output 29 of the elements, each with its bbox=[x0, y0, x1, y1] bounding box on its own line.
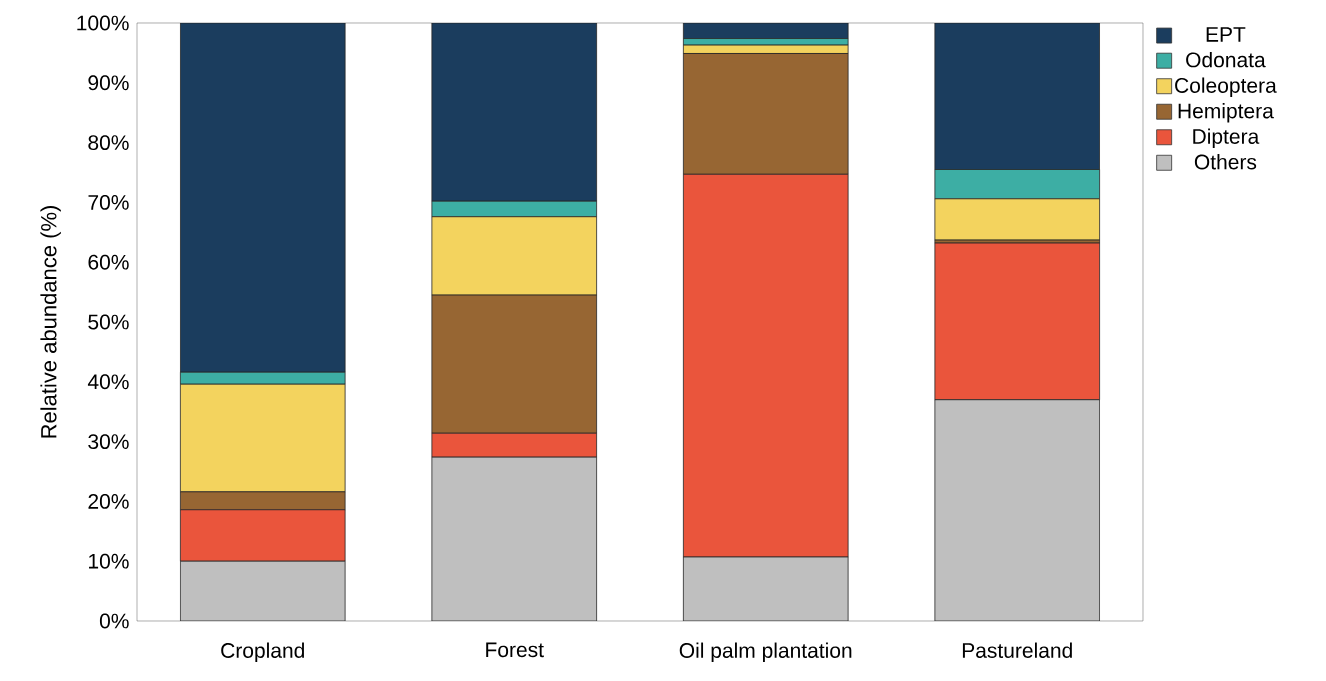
bar bbox=[934, 23, 1101, 170]
y-tick-label: 100% bbox=[77, 15, 129, 31]
x-tick-label: Cropland bbox=[221, 642, 304, 663]
y-tick-label: 40% bbox=[87, 374, 129, 390]
legend-label: Coleoptera bbox=[1175, 77, 1277, 98]
y-tick-label: 50% bbox=[88, 314, 129, 330]
y-tick-label: 20% bbox=[88, 493, 129, 509]
legend-label: EPT bbox=[1206, 27, 1246, 42]
legend-label: Odonata bbox=[1186, 51, 1266, 68]
y-tick-label: 60% bbox=[88, 254, 129, 270]
legend-label: Others bbox=[1194, 154, 1257, 170]
y-tick-label: 90% bbox=[88, 75, 129, 91]
x-tick-label: Forest bbox=[486, 642, 544, 658]
y-tick-label: 70% bbox=[88, 194, 129, 210]
y-tick-label: 10% bbox=[89, 553, 129, 569]
bar bbox=[431, 456, 598, 621]
legend-label: Diptera bbox=[1193, 128, 1260, 149]
bar bbox=[179, 560, 346, 621]
legend-label: Hemiptera bbox=[1178, 102, 1274, 123]
bar bbox=[682, 556, 849, 621]
x-tick-label: Pastureland bbox=[962, 642, 1072, 658]
y-axis-title: Relative abundance (%) bbox=[40, 206, 61, 438]
bar bbox=[934, 399, 1101, 621]
bar bbox=[431, 23, 598, 202]
y-tick-label: 80% bbox=[88, 135, 129, 151]
x-tick-label: Oil palm plantation bbox=[679, 642, 852, 663]
y-tick-label: 0% bbox=[99, 613, 129, 629]
bar bbox=[179, 23, 346, 373]
y-tick-label: 30% bbox=[88, 434, 129, 450]
